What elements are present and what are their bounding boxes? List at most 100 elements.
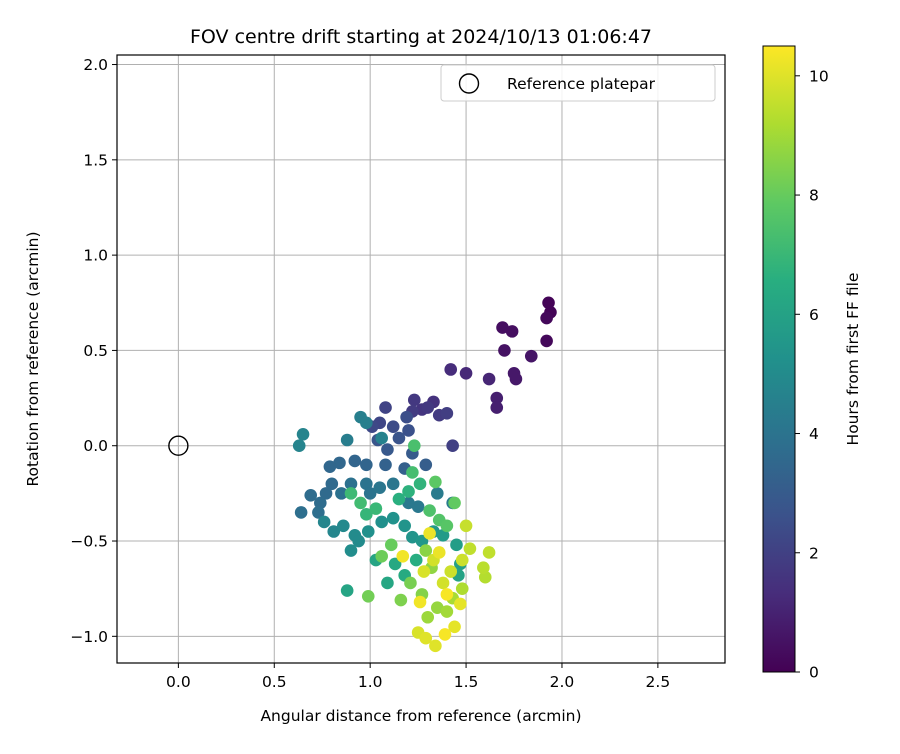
data-point: [375, 431, 388, 445]
data-point: [459, 519, 473, 533]
data-point: [360, 458, 373, 472]
data-point: [429, 475, 442, 489]
data-point: [392, 492, 406, 506]
data-point: [375, 549, 388, 563]
data-point: [373, 481, 387, 494]
data-point: [542, 296, 555, 310]
data-point: [432, 546, 446, 559]
x-tick-label: 1.0: [358, 673, 383, 691]
data-point: [361, 589, 375, 603]
data-point: [436, 529, 450, 542]
reference-marker-group: [168, 435, 189, 456]
y-tick-label: −0.5: [70, 533, 108, 551]
data-point: [438, 628, 452, 641]
data-point: [413, 477, 427, 491]
data-point: [444, 363, 458, 376]
data-point: [396, 549, 410, 563]
data-point: [325, 477, 339, 491]
data-point: [361, 525, 375, 538]
x-tick-label: 1.5: [454, 673, 479, 691]
data-point: [423, 527, 436, 540]
data-point: [421, 610, 435, 624]
y-tick-label: 0.5: [83, 342, 108, 360]
data-point: [304, 488, 318, 502]
grid-lines: [117, 55, 725, 663]
data-point: [398, 519, 411, 533]
data-point: [415, 534, 429, 548]
colorbar-label: Hours from first FF file: [844, 273, 862, 446]
data-point: [379, 401, 392, 414]
scatter-points: [292, 296, 557, 653]
data-point: [429, 639, 442, 653]
data-point: [455, 553, 469, 567]
legend-marker-icon: [458, 73, 480, 94]
data-point: [440, 588, 454, 601]
data-point: [327, 525, 341, 538]
colorbar-tick-label: 2: [809, 544, 819, 562]
data-point: [402, 485, 415, 498]
data-point: [402, 424, 415, 437]
data-point: [450, 538, 463, 552]
data-point: [459, 366, 473, 380]
data-point: [446, 439, 459, 453]
data-point: [375, 515, 388, 529]
data-point: [463, 542, 477, 555]
data-point: [314, 496, 327, 510]
data-point: [386, 477, 400, 491]
colorbar-tick-label: 6: [809, 306, 819, 324]
data-point: [363, 487, 377, 500]
data-point: [333, 456, 346, 470]
data-point: [296, 427, 310, 441]
data-point: [436, 576, 450, 590]
data-point: [386, 511, 400, 525]
data-point: [402, 496, 415, 510]
data-point: [360, 477, 373, 491]
data-point: [335, 487, 348, 500]
data-point: [490, 391, 504, 405]
data-point: [419, 458, 433, 472]
data-point: [406, 466, 419, 479]
y-tick-label: 2.0: [83, 56, 108, 74]
data-point: [409, 553, 423, 567]
y-tick-label: −1.0: [70, 628, 108, 646]
data-point: [369, 502, 383, 515]
data-point: [294, 506, 308, 519]
data-point: [407, 439, 421, 453]
reference-platepar-marker: [168, 435, 189, 456]
data-point: [319, 487, 333, 500]
data-point: [509, 372, 523, 386]
y-axis-label: Rotation from reference (arcmin): [24, 231, 42, 486]
data-point: [388, 557, 402, 571]
data-point: [455, 582, 469, 595]
data-point: [360, 508, 373, 521]
colorbar-tick-label: 0: [809, 664, 819, 682]
y-tick-label: 1.0: [83, 247, 108, 265]
data-point: [348, 454, 362, 468]
data-point: [496, 321, 509, 334]
colorbar-tick-label: 10: [809, 67, 829, 85]
data-point: [392, 431, 406, 445]
data-point: [352, 534, 365, 548]
x-tick-label: 0.5: [262, 673, 287, 691]
data-point: [440, 605, 454, 618]
data-point: [312, 506, 325, 519]
data-point: [448, 496, 461, 510]
legend: Reference platepar: [440, 64, 716, 102]
data-point: [524, 349, 538, 363]
data-point: [340, 433, 354, 447]
data-point: [337, 519, 350, 533]
data-point: [317, 515, 331, 529]
data-point: [540, 334, 553, 348]
data-point: [505, 325, 519, 338]
legend-label: Reference platepar: [507, 75, 656, 93]
x-tick-label: 2.5: [646, 673, 671, 691]
data-point: [431, 487, 444, 500]
data-point: [292, 439, 306, 453]
data-point: [354, 496, 367, 510]
data-point: [411, 500, 425, 514]
data-point: [440, 407, 454, 420]
data-point: [440, 519, 454, 533]
data-point: [404, 576, 417, 590]
